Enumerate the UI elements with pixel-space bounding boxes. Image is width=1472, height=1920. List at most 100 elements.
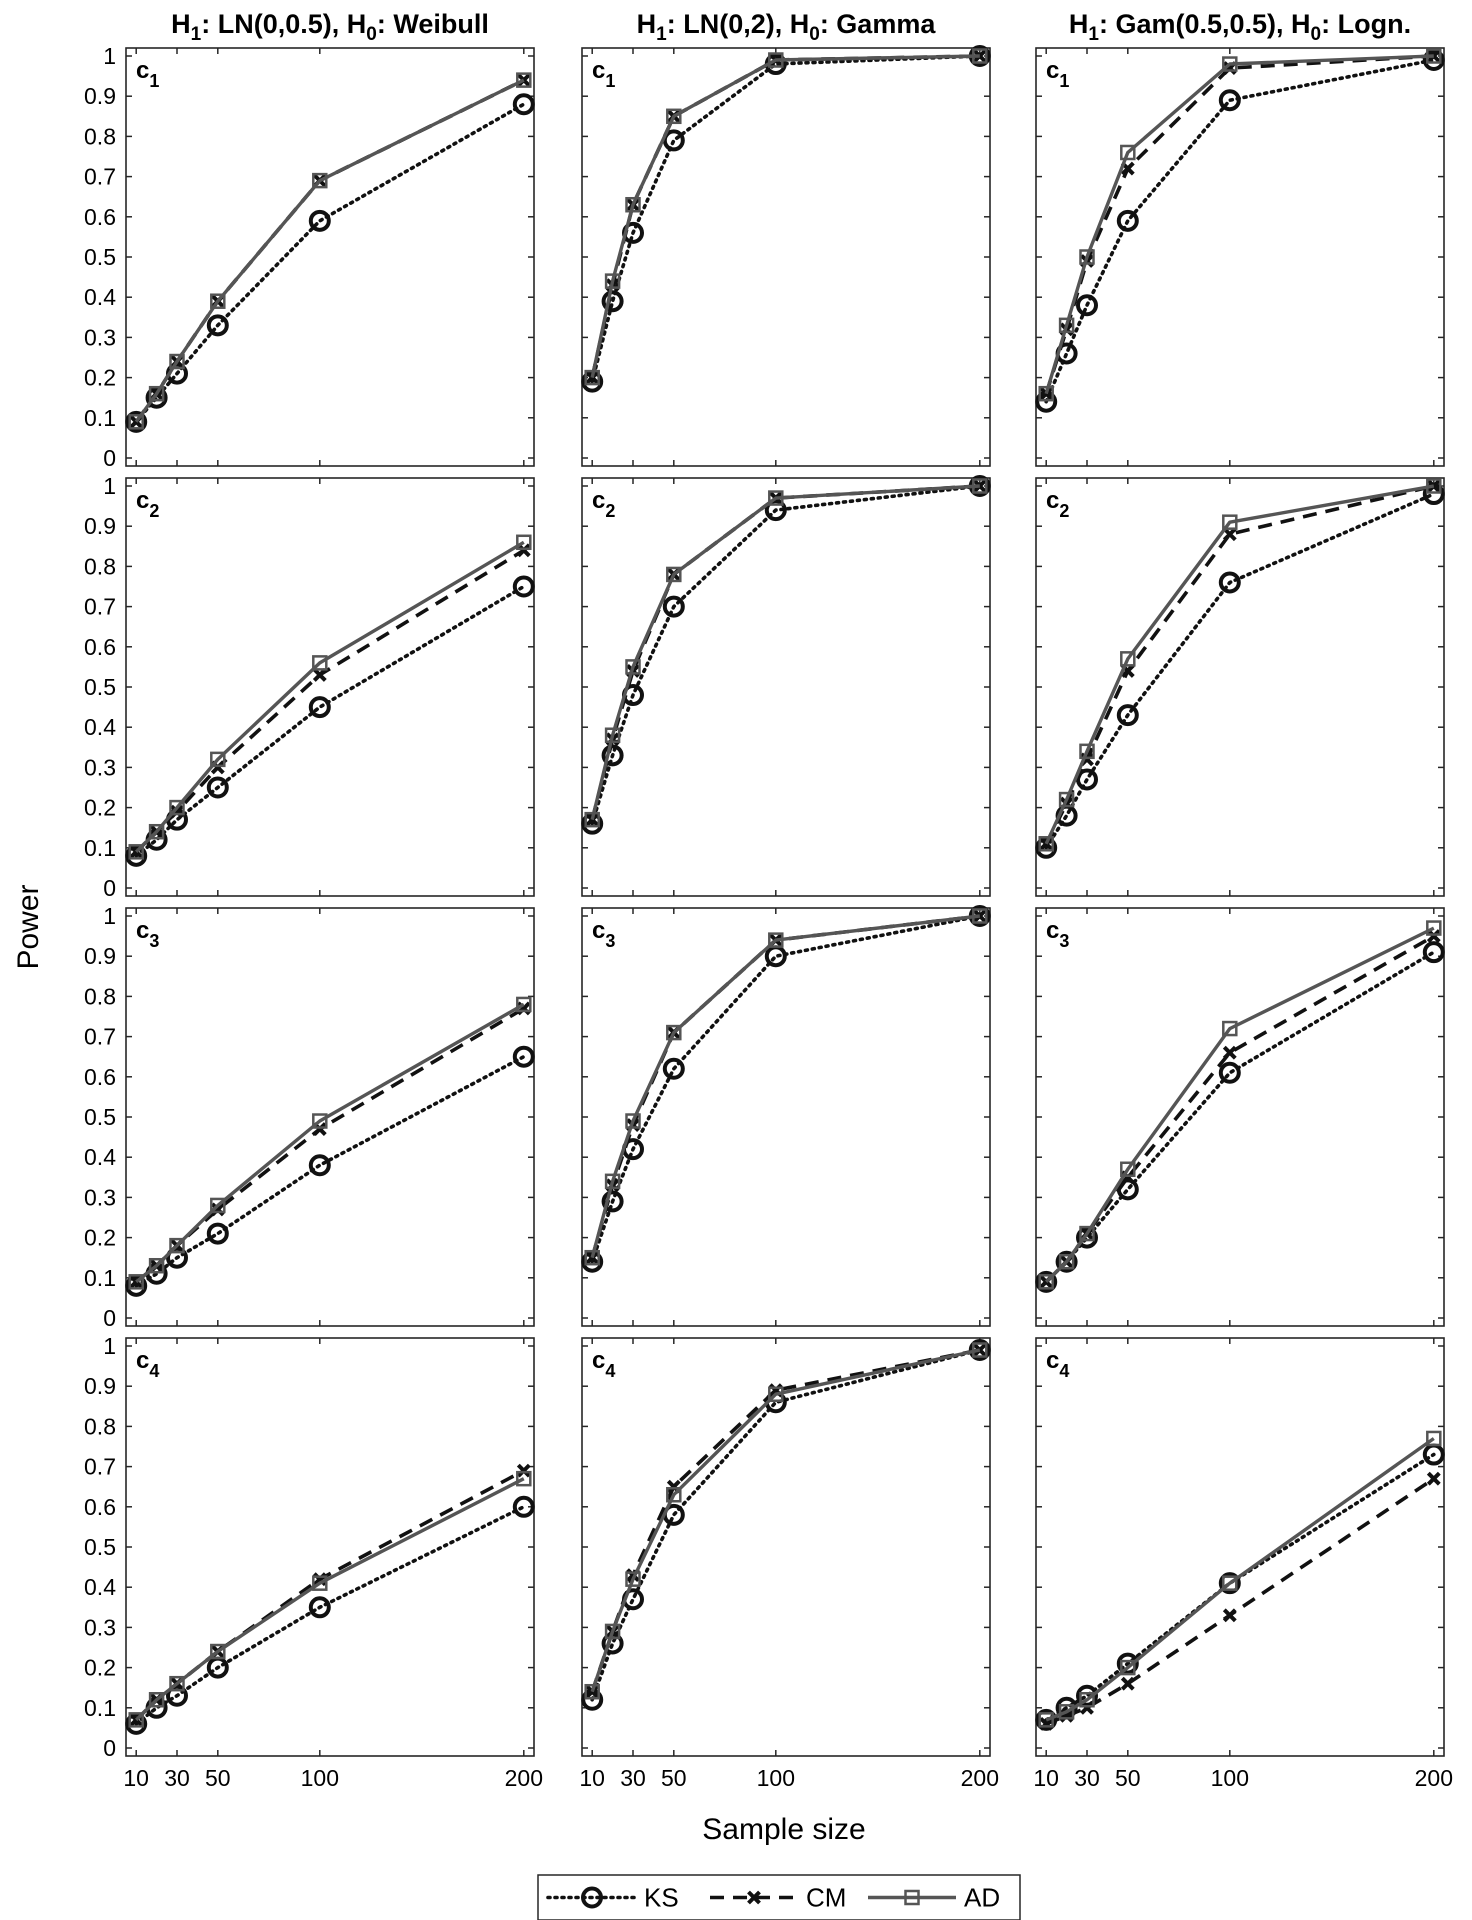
data-point-ad bbox=[768, 1386, 784, 1402]
panel-frame bbox=[1035, 47, 1445, 467]
series-line-ad bbox=[134, 78, 525, 423]
y-tick-label: 0.8 bbox=[84, 123, 116, 149]
y-tick-label: 0.2 bbox=[84, 1225, 116, 1251]
y-tick-label: 0.4 bbox=[84, 714, 116, 740]
x-tick-label: 10 bbox=[579, 1765, 605, 1791]
data-point-cm bbox=[1222, 527, 1237, 542]
data-point-ks bbox=[1218, 89, 1241, 112]
panel-label-subscript: 1 bbox=[605, 71, 615, 91]
panel-r4-c2: 10 30 50 100 200 c4 bbox=[579, 1337, 999, 1791]
legend: KS CM AD bbox=[537, 1874, 1021, 1920]
column-title-text: H bbox=[171, 9, 191, 39]
data-point-ks bbox=[512, 1045, 535, 1068]
series-ad bbox=[584, 908, 988, 1266]
y-tick-label: 0 bbox=[103, 875, 116, 901]
y-tick-label: 0.1 bbox=[84, 405, 116, 431]
y-tick-label: 1 bbox=[103, 43, 116, 69]
x-tick-label: 30 bbox=[1074, 1765, 1100, 1791]
data-point-ks bbox=[662, 129, 685, 152]
series-ad bbox=[1038, 48, 1442, 402]
y-tick-label: 0.8 bbox=[84, 553, 116, 579]
data-point-ks bbox=[1422, 941, 1445, 964]
data-point-ad bbox=[1058, 317, 1075, 334]
data-point-ks bbox=[1055, 1250, 1078, 1273]
panel-r2-c3: c2 bbox=[1035, 477, 1445, 897]
data-point-ad bbox=[604, 273, 621, 289]
y-tick-label: 0.7 bbox=[84, 1024, 116, 1050]
panel-label-text: c bbox=[1046, 487, 1059, 514]
y-tick-label: 0.4 bbox=[84, 1574, 116, 1600]
y-axis-label: Power bbox=[12, 884, 45, 969]
series-line-ks bbox=[134, 1054, 526, 1288]
panel-label-subscript: 4 bbox=[149, 1361, 159, 1381]
data-point-ad bbox=[210, 293, 226, 309]
data-point-ad bbox=[516, 534, 532, 551]
panel-label: c3 bbox=[592, 917, 615, 951]
panel-label-text: c bbox=[592, 1347, 605, 1374]
panel-r1-c3: c1 bbox=[1035, 47, 1445, 467]
panel-label: c1 bbox=[136, 57, 159, 91]
series-line-cm bbox=[1044, 484, 1435, 845]
panel-label-text: c bbox=[592, 487, 605, 514]
data-point-ad bbox=[169, 799, 185, 816]
data-point-ad bbox=[1222, 1575, 1238, 1591]
panel-label: c1 bbox=[1046, 57, 1069, 91]
column-title-subscript: 1 bbox=[1088, 24, 1099, 45]
panel-label: c4 bbox=[592, 1347, 615, 1381]
panel-frame bbox=[1035, 907, 1445, 1327]
legend-label-cm: CM bbox=[806, 1883, 846, 1913]
y-tick-label: 0.6 bbox=[84, 204, 116, 230]
panel-label: c2 bbox=[136, 487, 159, 521]
y-tick-label: 0.2 bbox=[84, 1655, 116, 1681]
panel-label-subscript: 1 bbox=[149, 71, 159, 91]
panel-frame bbox=[581, 47, 991, 467]
data-point-ks bbox=[206, 314, 229, 337]
data-point-cm bbox=[516, 543, 531, 558]
panel-r3-c2: c3 bbox=[581, 905, 991, 1327]
data-point-ks bbox=[308, 209, 331, 232]
data-point-ad bbox=[169, 1675, 185, 1692]
data-point-ks bbox=[166, 1246, 188, 1269]
panel-label: c4 bbox=[136, 1347, 159, 1381]
data-point-ad bbox=[666, 566, 682, 583]
y-tick-label: 0.3 bbox=[84, 754, 116, 780]
data-point-ks bbox=[308, 1596, 331, 1619]
panel-frame bbox=[125, 477, 535, 897]
data-point-ad bbox=[148, 1257, 165, 1274]
data-point-ad bbox=[1426, 1430, 1442, 1447]
y-tick-label: 0.5 bbox=[84, 1104, 116, 1130]
y-tick-label: 0.9 bbox=[84, 83, 116, 109]
data-point-ad bbox=[516, 1470, 532, 1487]
data-point-cm bbox=[1426, 1471, 1441, 1486]
series-line-ks bbox=[590, 484, 982, 826]
x-tick-label: 200 bbox=[505, 1765, 543, 1791]
series-ad bbox=[584, 1342, 988, 1700]
data-point-ks bbox=[145, 386, 168, 409]
data-point-ad bbox=[128, 1274, 144, 1290]
y-tick-label: 0.6 bbox=[84, 634, 116, 660]
panel-label-subscript: 2 bbox=[1059, 501, 1069, 521]
data-point-ad bbox=[1038, 836, 1054, 852]
data-point-ad bbox=[1222, 1020, 1238, 1037]
y-tick-label: 1 bbox=[103, 903, 116, 929]
data-point-ks bbox=[601, 1190, 624, 1213]
series-ad bbox=[128, 1470, 532, 1728]
panel-label-subscript: 3 bbox=[1059, 931, 1069, 951]
panel-label: c2 bbox=[1046, 487, 1069, 521]
data-point-ks bbox=[308, 696, 331, 719]
panel-label-subscript: 3 bbox=[149, 931, 159, 951]
series-ad bbox=[128, 996, 532, 1290]
data-point-ad bbox=[1120, 651, 1136, 667]
data-point-ks bbox=[1076, 1684, 1098, 1707]
series-line-ad bbox=[590, 1348, 981, 1693]
panel-label-subscript: 4 bbox=[605, 1361, 615, 1381]
y-tick-label: 0.3 bbox=[84, 1184, 116, 1210]
panel-label-text: c bbox=[136, 917, 149, 944]
data-point-ad bbox=[312, 1575, 328, 1591]
column-title-text: H bbox=[1069, 9, 1089, 39]
x-tick-label: 50 bbox=[205, 1765, 231, 1791]
data-point-cm bbox=[312, 668, 327, 682]
data-point-ad bbox=[1120, 144, 1136, 161]
y-tick-label: 0.9 bbox=[84, 513, 116, 539]
series-ad bbox=[128, 72, 532, 430]
